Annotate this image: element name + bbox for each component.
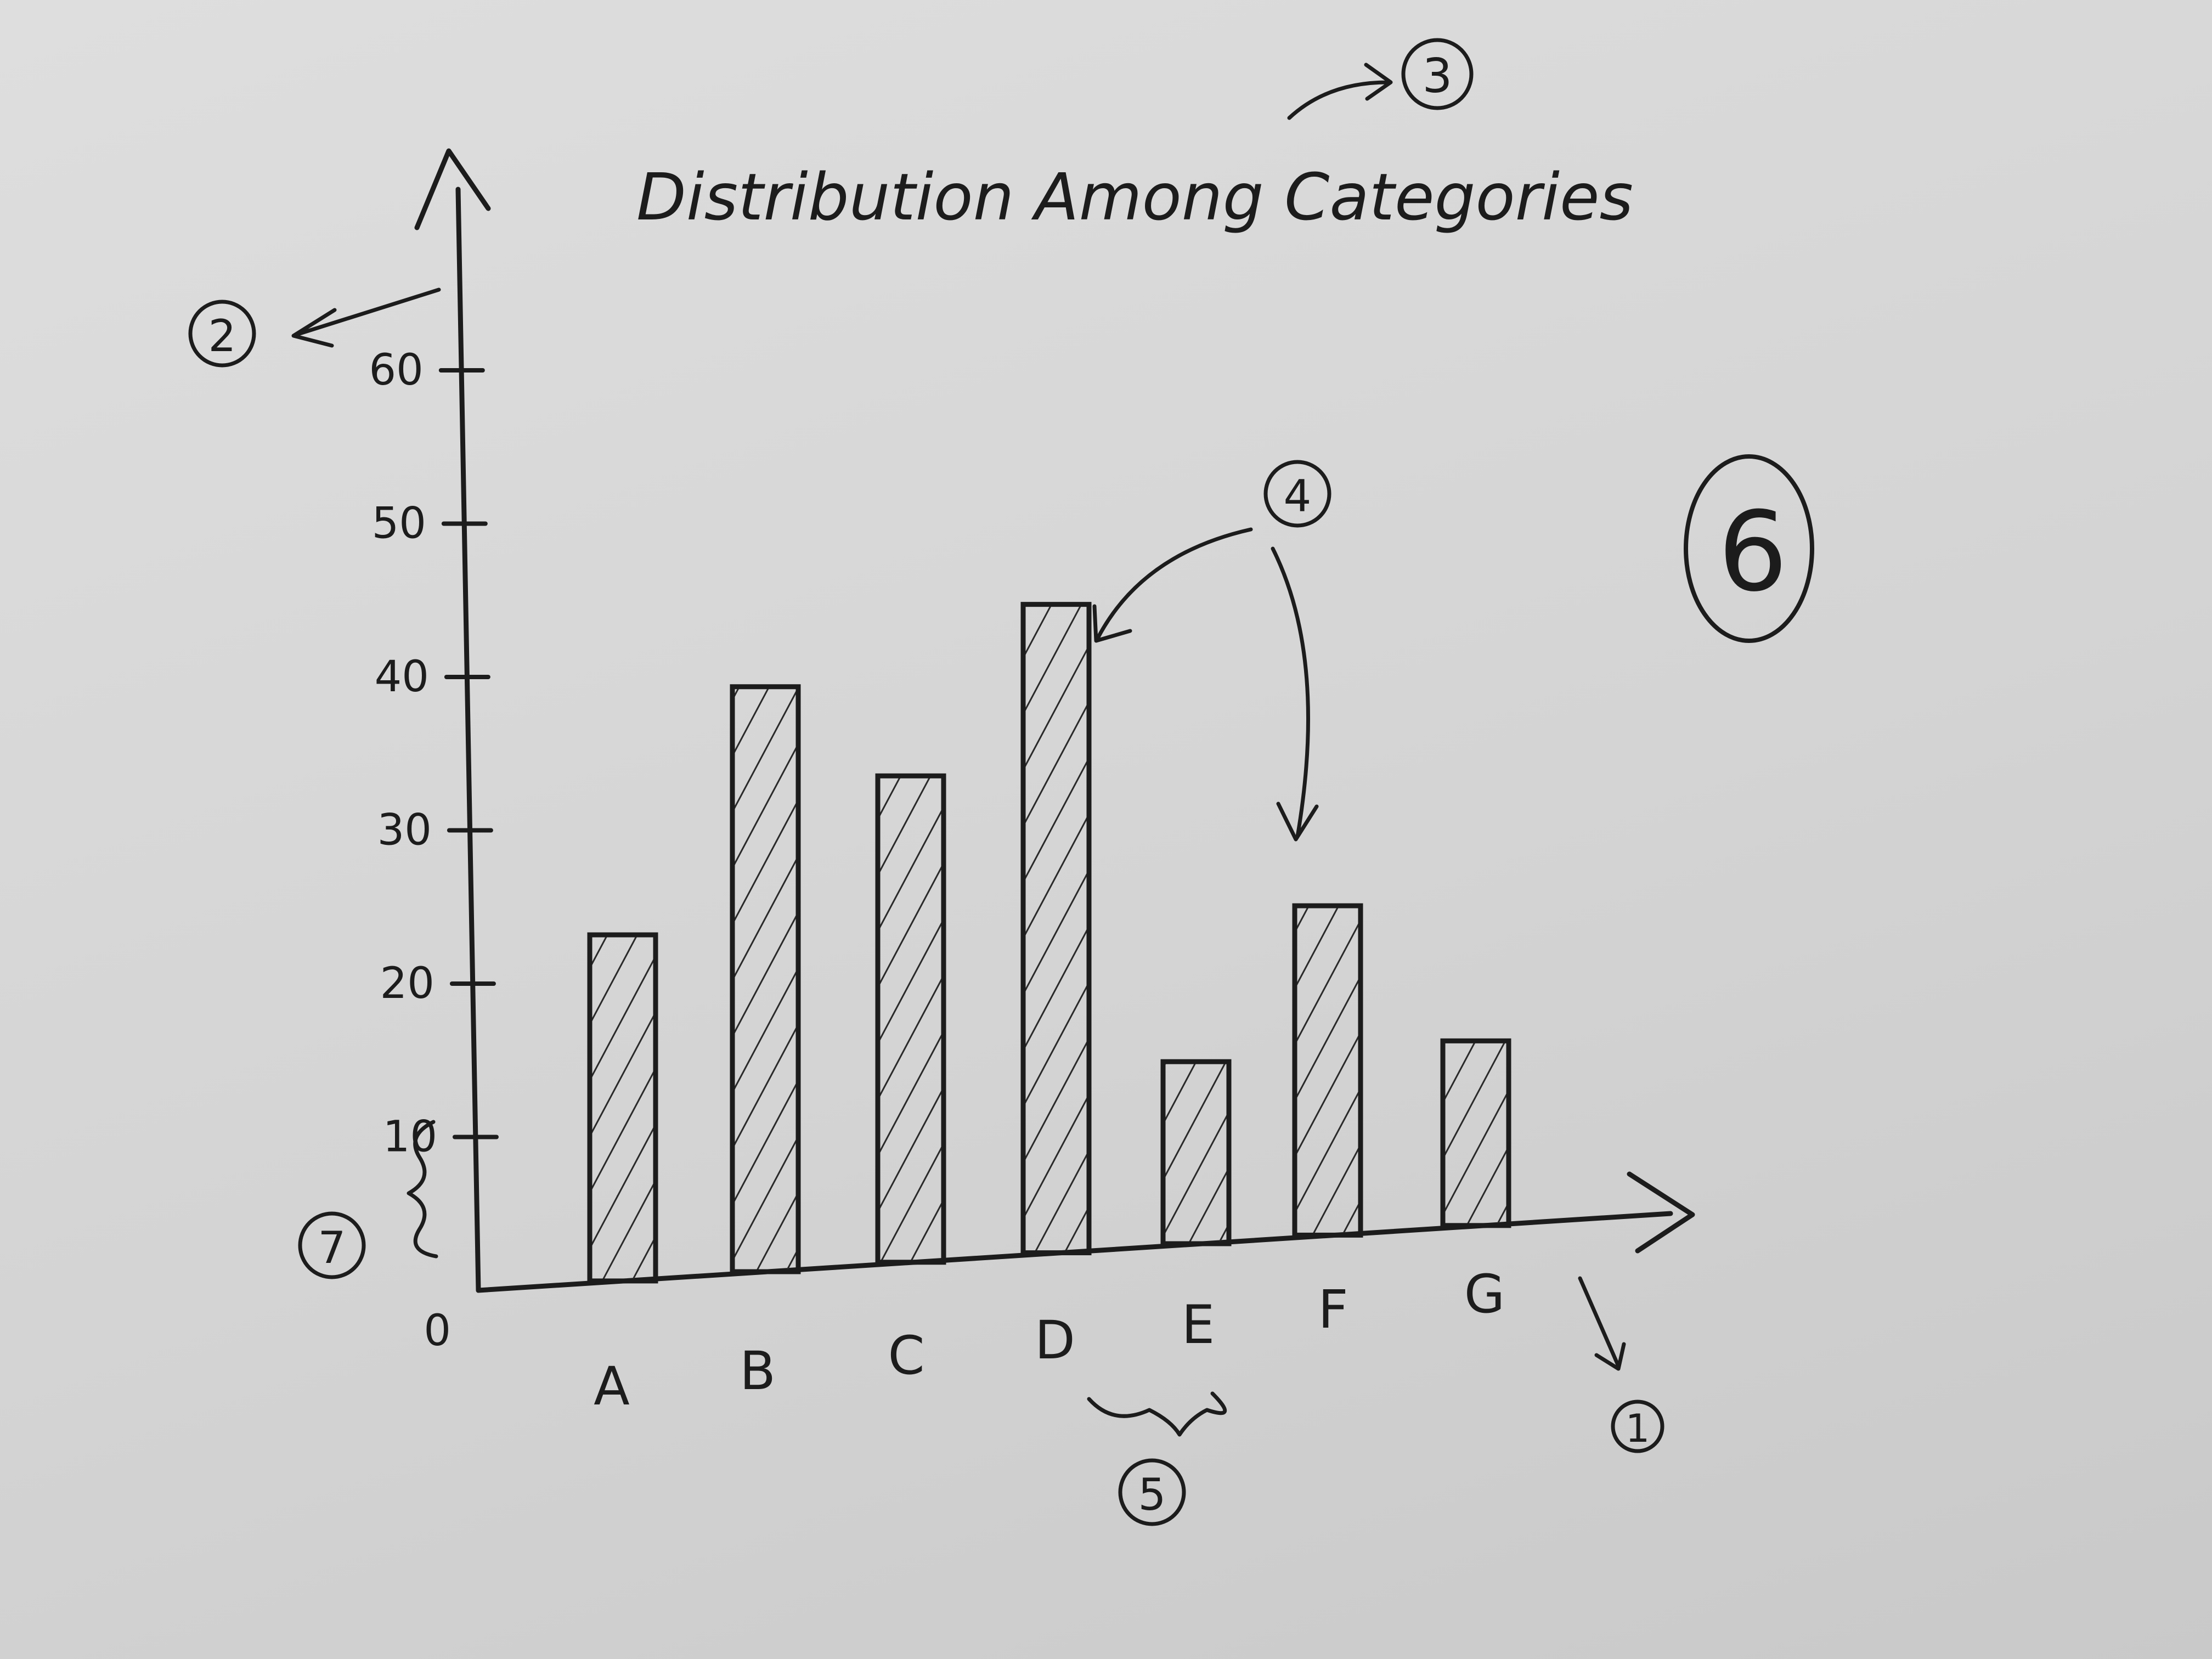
- arrow-4-to-bar-d: [1092, 527, 1253, 643]
- chart-title: Distribution Among Categories: [636, 159, 1633, 235]
- x-labels: A B C D E F G: [594, 1263, 1505, 1417]
- bar-e: [1160, 1059, 1232, 1246]
- marker-6-label: 6: [1718, 488, 1787, 616]
- marker-5-circle: [1118, 1458, 1186, 1526]
- bars: [587, 602, 1511, 1284]
- y-tick-label: 20: [380, 959, 435, 1008]
- arrow-to-marker-1: [1578, 1276, 1626, 1371]
- bar-a: [587, 932, 658, 1284]
- marker-7-label: 7: [318, 1222, 346, 1273]
- bar-d: [1020, 602, 1092, 1256]
- arrow-to-marker-2: [291, 287, 441, 348]
- x-tick-label-g: G: [1464, 1263, 1505, 1325]
- x-tick-label-a: A: [594, 1356, 630, 1417]
- brace-7: [407, 1120, 438, 1259]
- y-tick-label: 60: [369, 346, 424, 395]
- marker-1-circle: [1611, 1400, 1664, 1453]
- x-tick-label-e: E: [1182, 1294, 1215, 1356]
- marker-3-label: 3: [1423, 49, 1453, 104]
- annotation-marks: 1 2 3 4 5 6 7: [188, 38, 1814, 1526]
- marker-3-circle: [1401, 38, 1474, 110]
- marker-5-label: 5: [1138, 1469, 1166, 1520]
- marker-6-circle: [1684, 454, 1814, 643]
- marker-4-label: 4: [1284, 471, 1312, 522]
- marker-2-label: 2: [208, 311, 236, 362]
- marker-4-circle: [1263, 460, 1331, 528]
- y-tick-label: 10: [383, 1113, 437, 1162]
- x-tick-label-d: D: [1035, 1310, 1075, 1371]
- y-axis-arrowhead: [414, 148, 491, 230]
- x-axis-arrowhead: [1627, 1171, 1695, 1254]
- x-tick-label-f: F: [1318, 1279, 1348, 1340]
- x-tick-label-c: C: [888, 1325, 924, 1386]
- bar-c: [875, 773, 946, 1265]
- marker-2-circle: [188, 300, 256, 368]
- bar-g: [1440, 1038, 1511, 1228]
- arrow-to-marker-3: [1287, 63, 1393, 120]
- brace-5: [1087, 1391, 1227, 1437]
- marker-7-circle: [298, 1211, 366, 1279]
- arrow-4-to-bar-f: [1271, 546, 1319, 842]
- marker-1-label: 1: [1626, 1406, 1650, 1451]
- y-tick-label: 30: [377, 806, 432, 855]
- y-axis-line: [455, 187, 481, 1293]
- y-ticks: 0 10 20 30 40 50 60: [369, 346, 499, 1356]
- y-tick-label: 0: [424, 1306, 451, 1356]
- x-tick-label-b: B: [740, 1340, 776, 1402]
- y-tick-label: 50: [372, 499, 426, 549]
- y-tick-label: 40: [375, 652, 429, 702]
- bar-b: [730, 684, 801, 1274]
- bar-f: [1292, 903, 1363, 1238]
